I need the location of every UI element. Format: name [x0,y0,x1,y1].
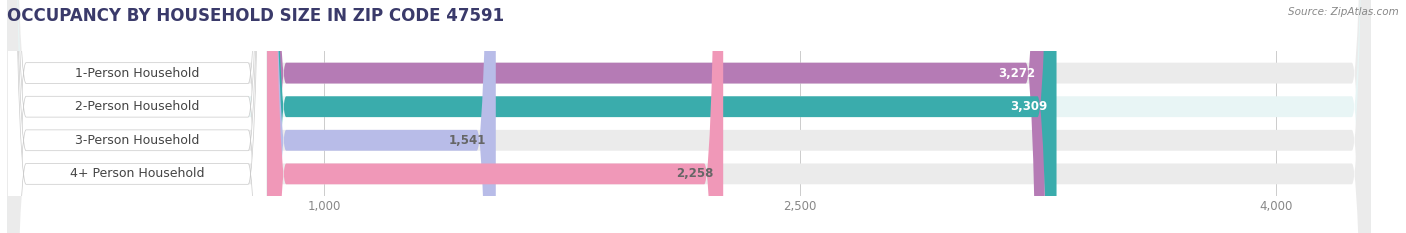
FancyBboxPatch shape [7,0,1371,233]
Text: 4+ Person Household: 4+ Person Household [70,167,204,180]
FancyBboxPatch shape [267,0,1045,233]
FancyBboxPatch shape [7,0,267,233]
FancyBboxPatch shape [7,0,267,233]
Text: 3,272: 3,272 [998,67,1035,80]
Text: 1,541: 1,541 [449,134,486,147]
FancyBboxPatch shape [7,0,1371,233]
Text: OCCUPANCY BY HOUSEHOLD SIZE IN ZIP CODE 47591: OCCUPANCY BY HOUSEHOLD SIZE IN ZIP CODE … [7,7,505,25]
FancyBboxPatch shape [267,0,1056,233]
Text: 2-Person Household: 2-Person Household [75,100,200,113]
Text: 3-Person Household: 3-Person Household [75,134,200,147]
FancyBboxPatch shape [267,0,723,233]
Text: Source: ZipAtlas.com: Source: ZipAtlas.com [1288,7,1399,17]
Text: 2,258: 2,258 [676,167,714,180]
FancyBboxPatch shape [7,0,1371,233]
FancyBboxPatch shape [7,0,267,233]
FancyBboxPatch shape [267,0,496,233]
FancyBboxPatch shape [7,0,267,233]
FancyBboxPatch shape [7,0,1371,233]
Text: 3,309: 3,309 [1010,100,1047,113]
Text: 1-Person Household: 1-Person Household [75,67,200,80]
